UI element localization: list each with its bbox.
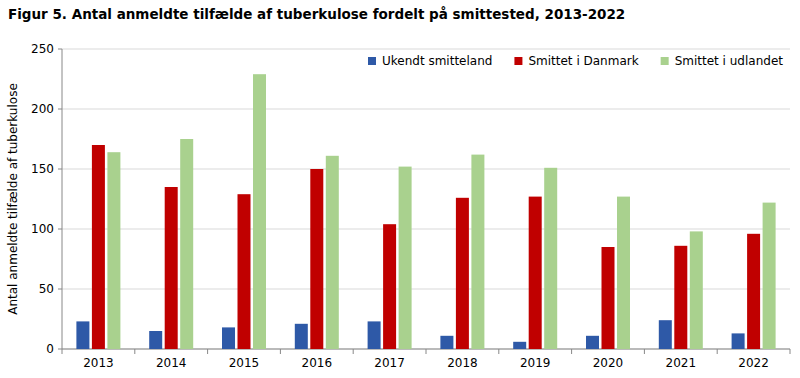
legend-label: Smittet i Danmark bbox=[528, 54, 638, 68]
bar bbox=[513, 342, 526, 349]
bar bbox=[674, 246, 687, 349]
bar bbox=[732, 333, 745, 349]
grid-line bbox=[62, 109, 790, 110]
bar bbox=[253, 74, 266, 349]
x-tick bbox=[207, 349, 208, 354]
x-tick bbox=[571, 349, 572, 354]
title: Figur 5. Antal anmeldte tilfælde af tube… bbox=[8, 6, 625, 22]
bar bbox=[310, 169, 323, 349]
bar bbox=[92, 145, 105, 349]
x-tick-label: 2019 bbox=[520, 356, 551, 370]
y-tick bbox=[58, 169, 62, 170]
x-tick bbox=[134, 349, 135, 354]
bar bbox=[617, 197, 630, 349]
legend-label: Smittet i udlandet bbox=[675, 54, 784, 68]
bar bbox=[440, 336, 453, 349]
bar bbox=[399, 167, 412, 349]
bar bbox=[107, 152, 120, 349]
x-tick-label: 2013 bbox=[83, 356, 114, 370]
y-tick bbox=[58, 229, 62, 230]
x-tick bbox=[62, 349, 63, 354]
x-tick-label: 2016 bbox=[302, 356, 333, 370]
x-tick-label: 2018 bbox=[447, 356, 478, 370]
x-tick bbox=[426, 349, 427, 354]
y-tick-label: 200 bbox=[31, 102, 54, 116]
chart: Figur 5. Antal anmeldte tilfælde af tube… bbox=[0, 0, 800, 378]
x-tick bbox=[644, 349, 645, 354]
bar bbox=[471, 155, 484, 349]
bar bbox=[149, 331, 162, 349]
x-tick-label: 2015 bbox=[229, 356, 260, 370]
x-tick bbox=[790, 349, 791, 354]
y-tick-label: 150 bbox=[31, 162, 54, 176]
x-tick bbox=[280, 349, 281, 354]
y-tick bbox=[58, 349, 62, 350]
legend-label: Ukendt smitteland bbox=[382, 54, 492, 68]
grid-line bbox=[62, 49, 790, 50]
y-tick-label: 50 bbox=[39, 282, 54, 296]
y-tick-label: 0 bbox=[46, 342, 54, 356]
legend-swatch bbox=[661, 57, 669, 65]
bar bbox=[544, 168, 557, 349]
y-tick-label: 250 bbox=[31, 42, 54, 56]
y-tick bbox=[58, 109, 62, 110]
y-tick bbox=[58, 49, 62, 50]
bar bbox=[763, 203, 776, 349]
x-tick-label: 2017 bbox=[374, 356, 405, 370]
bar bbox=[238, 194, 251, 349]
bar bbox=[659, 320, 672, 349]
x-tick bbox=[717, 349, 718, 354]
bar bbox=[222, 327, 235, 349]
bar bbox=[690, 231, 703, 349]
y-tick bbox=[58, 289, 62, 290]
x-tick bbox=[353, 349, 354, 354]
bar bbox=[529, 197, 542, 349]
bar bbox=[747, 234, 760, 349]
bar bbox=[602, 247, 615, 349]
bar bbox=[383, 224, 396, 349]
legend: Ukendt smitteland Smittet i Danmark Smitte… bbox=[368, 54, 783, 68]
bar bbox=[180, 139, 193, 349]
y-axis bbox=[62, 49, 63, 349]
x-tick-label: 2020 bbox=[593, 356, 624, 370]
x-tick-label: 2021 bbox=[666, 356, 697, 370]
grid-line bbox=[62, 169, 790, 170]
y-tick-label: 100 bbox=[31, 222, 54, 236]
bar bbox=[456, 198, 469, 349]
bar bbox=[326, 156, 339, 349]
bar bbox=[165, 187, 178, 349]
y-axis-label: Antal anmeldte tilfælde af tuberkulose bbox=[6, 83, 20, 315]
legend-swatch bbox=[368, 57, 376, 65]
x-tick bbox=[498, 349, 499, 354]
bar bbox=[76, 321, 89, 349]
bar bbox=[368, 321, 381, 349]
x-tick-label: 2014 bbox=[156, 356, 187, 370]
bar bbox=[586, 336, 599, 349]
bar bbox=[295, 324, 308, 349]
x-tick-label: 2022 bbox=[738, 356, 769, 370]
bars bbox=[76, 74, 775, 349]
legend-swatch bbox=[514, 57, 522, 65]
